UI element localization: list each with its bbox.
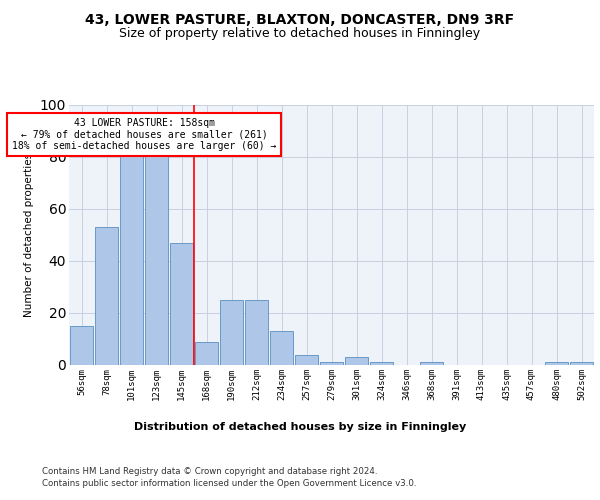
Text: Contains public sector information licensed under the Open Government Licence v3: Contains public sector information licen… bbox=[42, 479, 416, 488]
Y-axis label: Number of detached properties: Number of detached properties bbox=[24, 153, 34, 317]
Bar bbox=[245, 300, 268, 365]
Bar bbox=[344, 357, 368, 365]
Bar bbox=[419, 362, 443, 365]
Text: Distribution of detached houses by size in Finningley: Distribution of detached houses by size … bbox=[134, 422, 466, 432]
Bar bbox=[170, 243, 193, 365]
Bar bbox=[145, 146, 169, 365]
Text: Contains HM Land Registry data © Crown copyright and database right 2024.: Contains HM Land Registry data © Crown c… bbox=[42, 468, 377, 476]
Bar bbox=[569, 362, 593, 365]
Bar bbox=[70, 326, 94, 365]
Text: Size of property relative to detached houses in Finningley: Size of property relative to detached ho… bbox=[119, 28, 481, 40]
Bar bbox=[220, 300, 244, 365]
Bar bbox=[370, 362, 394, 365]
Text: 43 LOWER PASTURE: 158sqm
← 79% of detached houses are smaller (261)
18% of semi-: 43 LOWER PASTURE: 158sqm ← 79% of detach… bbox=[12, 118, 276, 151]
Bar bbox=[194, 342, 218, 365]
Text: 43, LOWER PASTURE, BLAXTON, DONCASTER, DN9 3RF: 43, LOWER PASTURE, BLAXTON, DONCASTER, D… bbox=[85, 12, 515, 26]
Bar bbox=[545, 362, 568, 365]
Bar bbox=[119, 154, 143, 365]
Bar bbox=[269, 331, 293, 365]
Bar bbox=[295, 354, 319, 365]
Bar bbox=[95, 227, 118, 365]
Bar bbox=[320, 362, 343, 365]
